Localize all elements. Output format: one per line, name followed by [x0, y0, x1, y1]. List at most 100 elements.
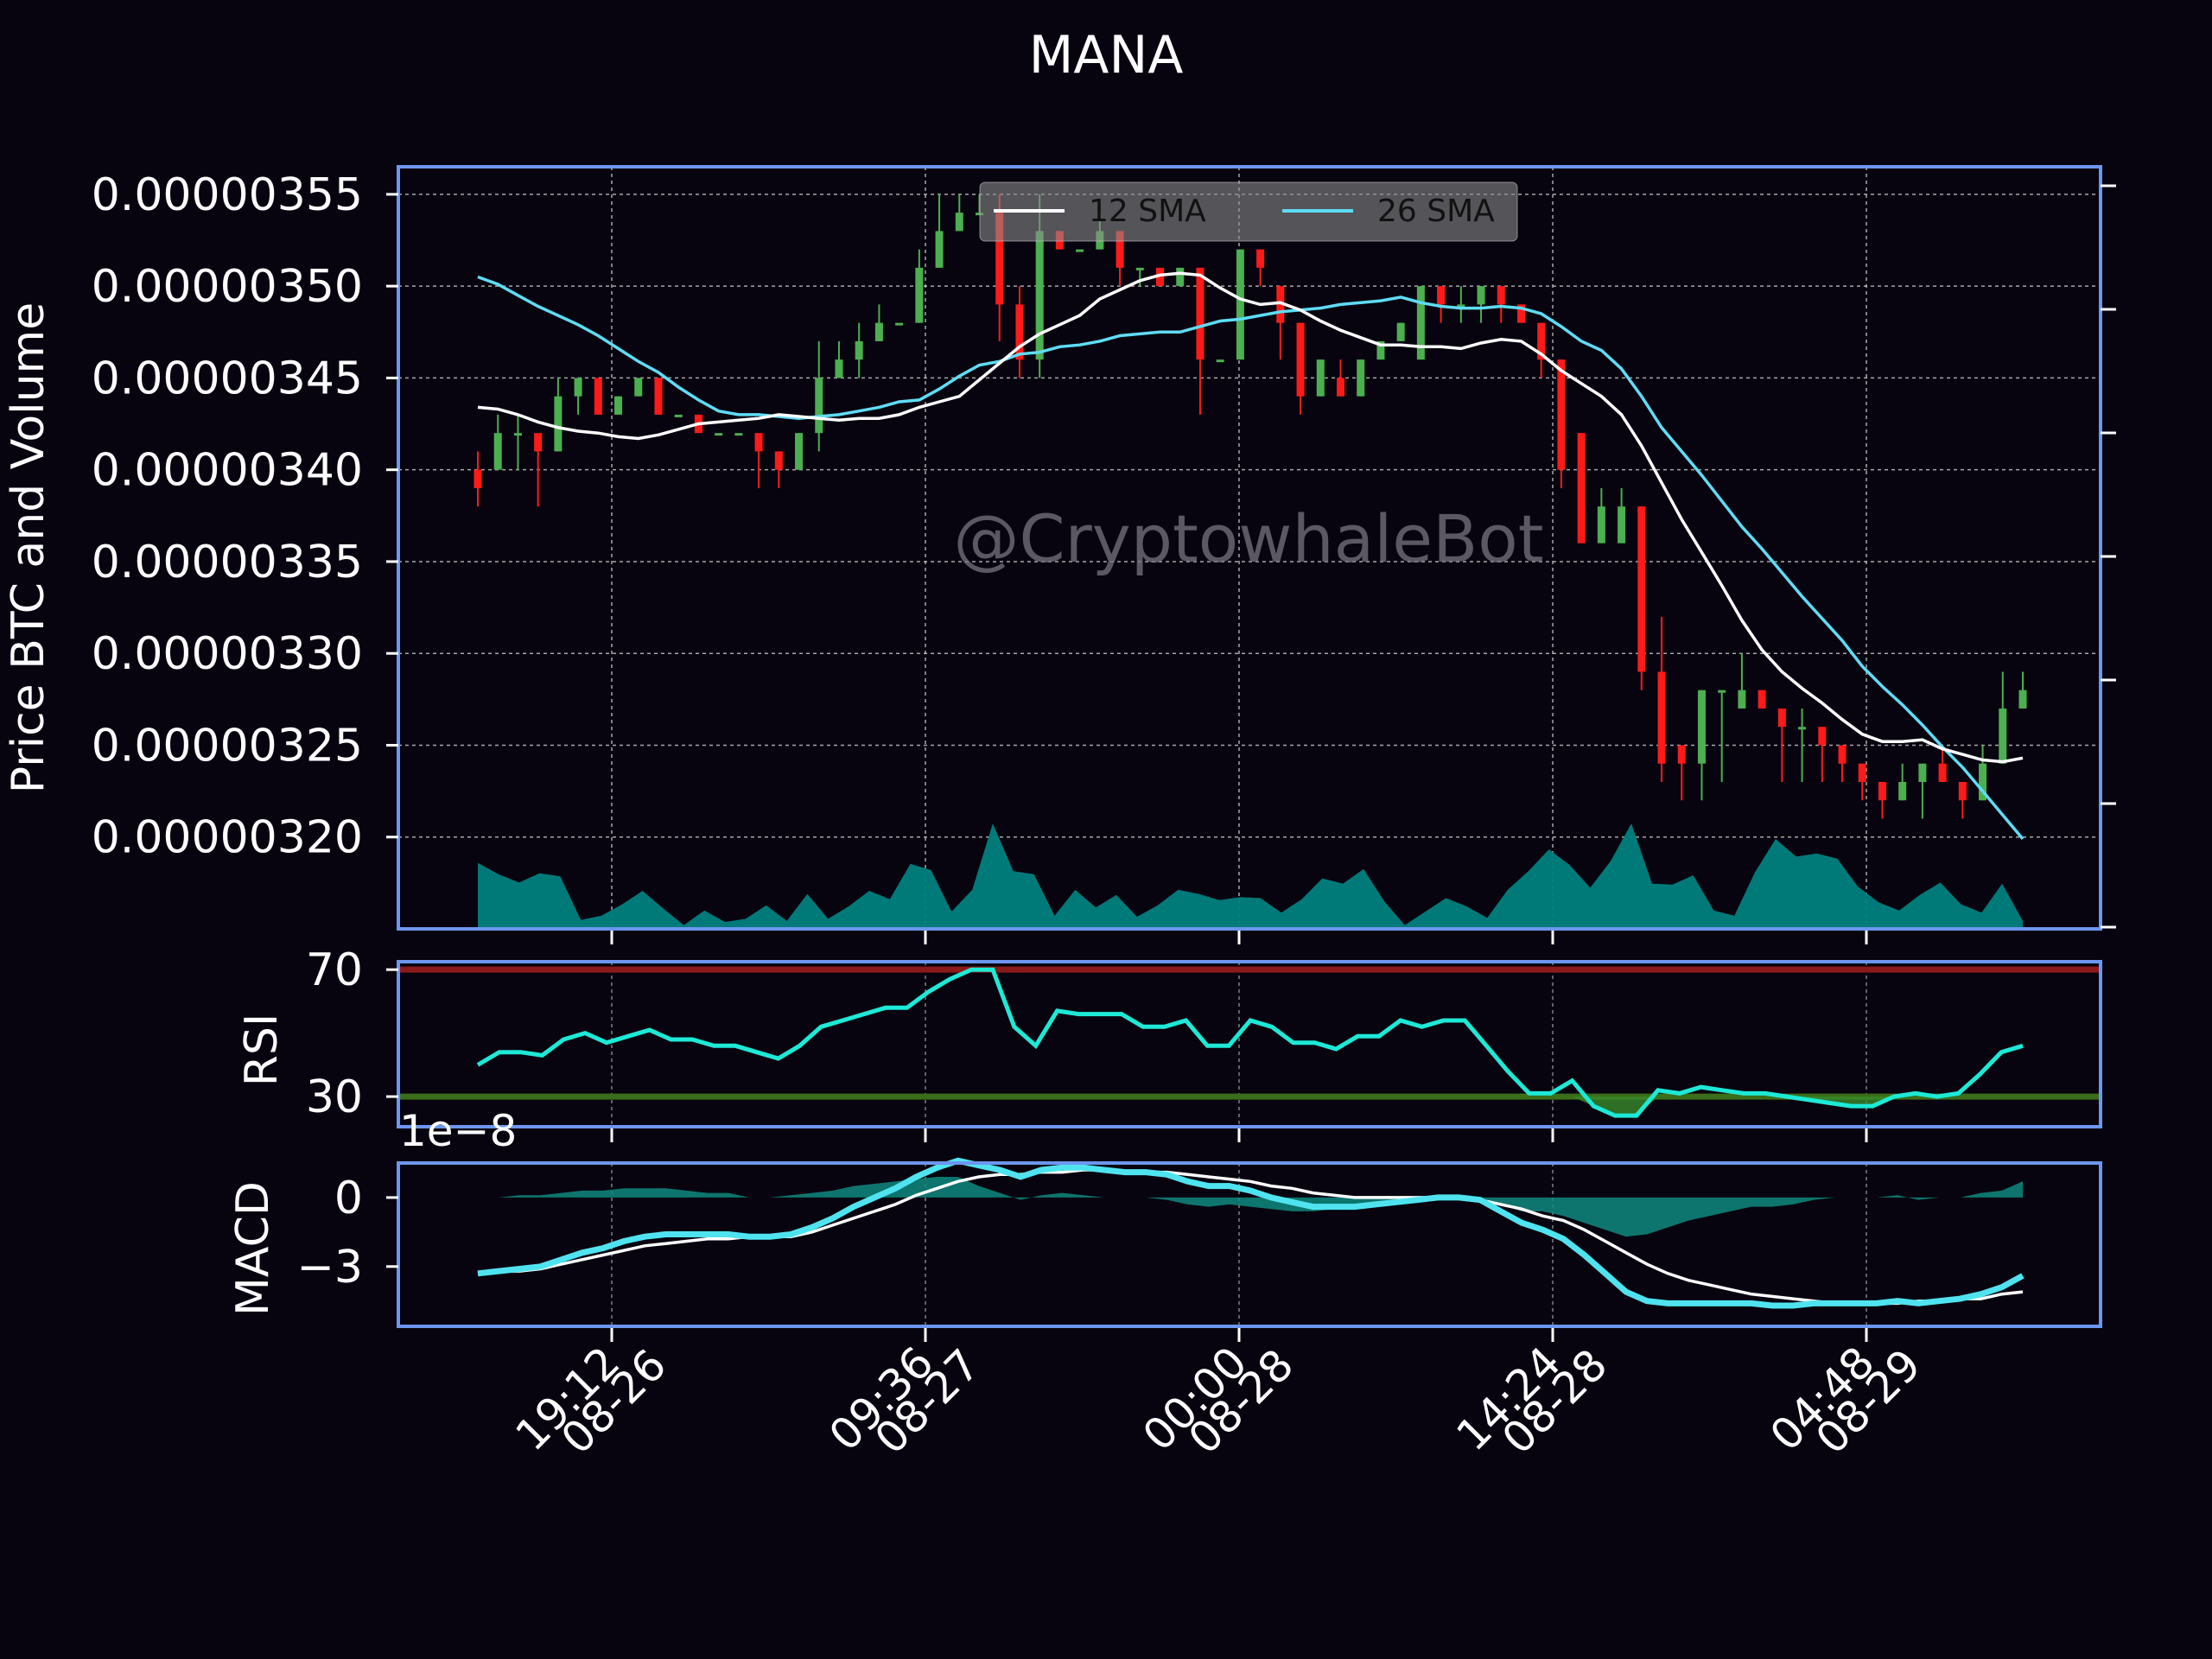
candle-body	[874, 322, 883, 341]
candlestick-series	[474, 194, 2027, 819]
candle-body	[915, 267, 924, 323]
candle-body	[1516, 304, 1525, 323]
candle-body	[1958, 781, 1967, 801]
candle-body	[474, 469, 482, 488]
sma26-line	[477, 275, 2024, 841]
sma-lines	[477, 271, 2024, 841]
candle-body	[1878, 781, 1886, 801]
candle-body	[493, 433, 502, 470]
candle-body	[1838, 745, 1847, 764]
price-y-ticks: 0.00000355 0.00000350 0.00000345 0.00000340…	[92, 169, 398, 864]
candle-body	[1357, 359, 1365, 397]
legend: 12 SMA 26 SMA	[979, 181, 1518, 242]
macd-line	[477, 1157, 2024, 1309]
candle-body	[1918, 763, 1927, 782]
candle-body	[1979, 763, 1987, 801]
sma12-line	[477, 271, 2024, 764]
candle-body	[835, 359, 843, 378]
rsi-y-tick-label: 30	[306, 1071, 363, 1123]
candle-body	[1296, 322, 1305, 397]
watermark: @CryptowhaleBot	[953, 500, 1543, 577]
price-y-tick-label: 0.00000345	[92, 353, 363, 404]
chart-title: MANA	[1029, 25, 1184, 86]
price-y-tick-label: 0.00000335	[92, 537, 363, 588]
candle-body	[1276, 286, 1285, 323]
candle-body	[795, 433, 804, 470]
candle-body	[1135, 267, 1144, 270]
candle-body	[1076, 249, 1084, 252]
candle-body	[1256, 249, 1265, 268]
candle-body	[1336, 378, 1344, 397]
candle-body	[1657, 671, 1666, 764]
price-y-tick-label: 0.00000330	[92, 628, 363, 680]
candle-body	[1437, 286, 1446, 305]
candle-body	[1758, 690, 1766, 709]
candle-body	[1316, 359, 1325, 397]
volume-axis-ticks	[2101, 184, 2116, 929]
candle-body	[1396, 322, 1405, 341]
candle-body	[734, 433, 743, 436]
candle-body	[1035, 231, 1044, 360]
volume-area	[478, 823, 2023, 927]
candle-body	[1497, 286, 1505, 305]
candle-body	[1718, 690, 1726, 693]
candle-body	[774, 451, 783, 470]
rsi-y-axis-label: RSI	[236, 1014, 288, 1086]
macd-y-ticks: 0−3	[296, 1173, 398, 1294]
candle-body	[754, 433, 763, 452]
macd-series	[477, 1157, 2024, 1309]
candle-body	[1618, 506, 1626, 543]
candle-body	[955, 213, 963, 232]
candle-body	[1116, 231, 1124, 268]
candle-body	[995, 213, 1004, 305]
legend-sma26-label: 26 SMA	[1377, 194, 1495, 229]
candle-body	[1557, 359, 1566, 470]
candle-body	[674, 414, 683, 417]
macd-signal-line	[477, 1168, 2024, 1306]
candle-body	[594, 378, 602, 415]
candle-body	[895, 322, 904, 326]
candle-body	[1176, 267, 1185, 287]
candle-body	[1015, 304, 1024, 360]
macd-panel: 0−3 1e−8 MACD	[227, 1106, 2102, 1328]
macd-scale-label: 1e−8	[399, 1106, 517, 1156]
candle-body	[1216, 359, 1224, 363]
rsi-line	[476, 967, 2024, 1118]
price-y-tick-label: 0.00000350	[92, 261, 363, 313]
candle-body	[534, 433, 543, 452]
candle-body	[1777, 708, 1786, 728]
price-y-axis-label: Price BTC and Volume	[3, 302, 54, 793]
candle-body	[1999, 708, 2007, 764]
price-y-tick-label: 0.00000325	[92, 720, 363, 772]
candle-body	[554, 396, 563, 452]
candle-body	[1637, 506, 1646, 672]
rsi-y-tick-label: 70	[306, 944, 363, 996]
candle-body	[1577, 433, 1586, 543]
candle-body	[1457, 304, 1465, 308]
candle-body	[1858, 763, 1866, 782]
candle-body	[1236, 249, 1244, 360]
price-frame	[397, 165, 2102, 931]
candle-body	[2018, 690, 2027, 709]
candle-body	[715, 433, 723, 436]
legend-sma12-label: 12 SMA	[1089, 194, 1206, 229]
candle-body	[1677, 745, 1686, 764]
rsi-oversold-fill	[478, 1096, 2023, 1116]
candle-body	[634, 378, 643, 397]
rsi-panel: 70 30 RSI	[236, 944, 2102, 1128]
candle-body	[513, 433, 522, 436]
candle-body	[1477, 286, 1485, 305]
candle-body	[855, 340, 863, 360]
candle-body	[1818, 727, 1827, 746]
candle-body	[1416, 286, 1425, 360]
candle-body	[1376, 340, 1385, 360]
volume-area-fill	[478, 823, 2023, 927]
macd-y-axis-label: MACD	[227, 1181, 279, 1316]
price-y-tick-label: 0.00000340	[92, 445, 363, 497]
candle-body	[1738, 690, 1746, 709]
candle-body	[1156, 267, 1165, 287]
rsi-frame	[397, 960, 2102, 1128]
price-y-tick-label: 0.00000355	[92, 169, 363, 221]
